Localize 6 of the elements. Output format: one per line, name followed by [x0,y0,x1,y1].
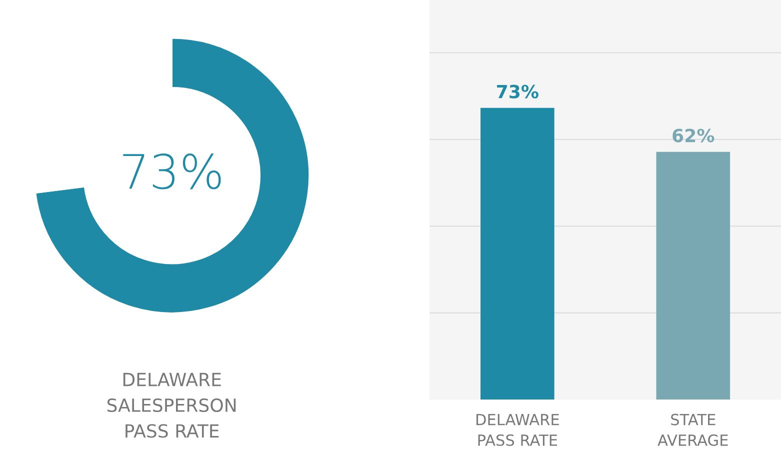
x-tick-label: STATE AVERAGE [658,414,728,446]
x-tick-label: DELAWARE PASS RATE [476,414,559,446]
data-label: 73% [123,154,221,190]
text: DELAWARE SALESPERSON PASS RATE [107,372,236,438]
data-label: 73% [497,84,538,98]
data-label: 62% [672,128,714,142]
